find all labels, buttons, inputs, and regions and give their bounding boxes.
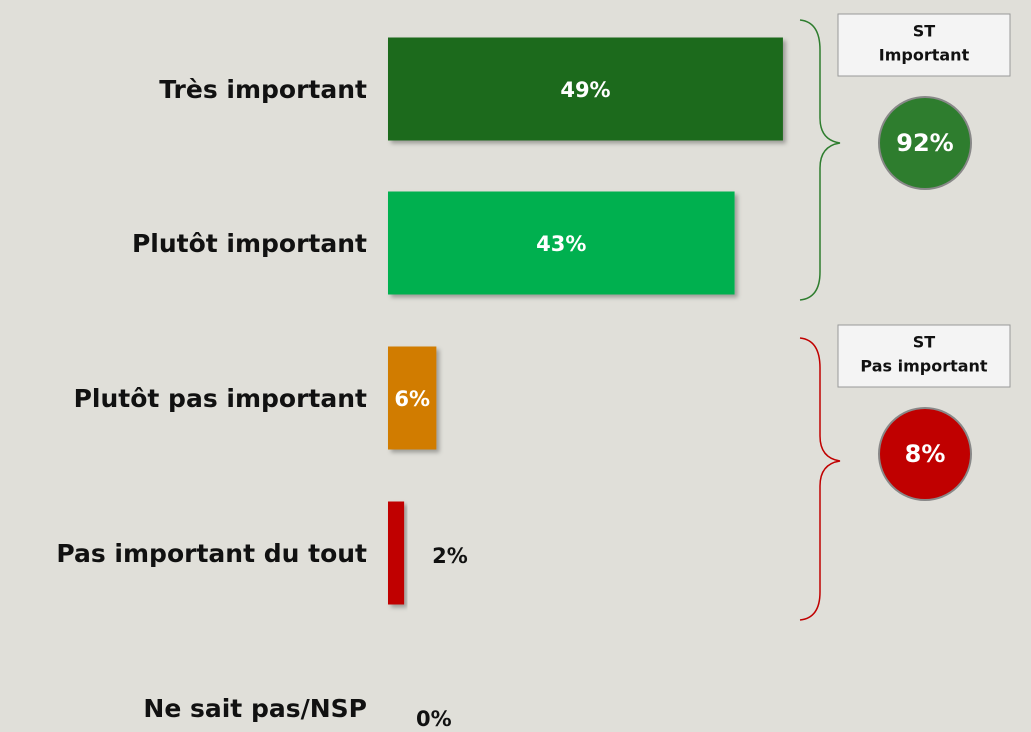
summary-value: 8% — [905, 440, 946, 468]
bar — [388, 37, 783, 141]
bar — [388, 501, 405, 605]
summary-box — [837, 324, 1011, 388]
value-label: 49% — [560, 78, 610, 102]
brace-not-important — [799, 337, 841, 621]
value-label: 0% — [416, 707, 452, 731]
summary-circle — [878, 407, 972, 501]
bar — [388, 191, 735, 295]
summary-title: ST — [913, 22, 936, 41]
category-label: Plutôt important — [132, 229, 367, 258]
value-label: 6% — [394, 387, 430, 411]
category-label: Très important — [159, 75, 367, 104]
brace-important — [799, 19, 841, 301]
summary-title: Pas important — [860, 357, 988, 376]
summary-circle — [878, 96, 972, 190]
category-label: Plutôt pas important — [74, 384, 367, 413]
bar — [388, 346, 437, 450]
category-label: Ne sait pas/NSP — [143, 694, 367, 723]
value-label: 43% — [536, 232, 586, 256]
value-label: 2% — [432, 544, 468, 568]
category-label: Pas important du tout — [56, 539, 367, 568]
summary-value: 92% — [896, 129, 953, 157]
summary-box — [837, 13, 1011, 77]
summary-title: Important — [879, 46, 970, 65]
summary-title: ST — [913, 333, 936, 352]
